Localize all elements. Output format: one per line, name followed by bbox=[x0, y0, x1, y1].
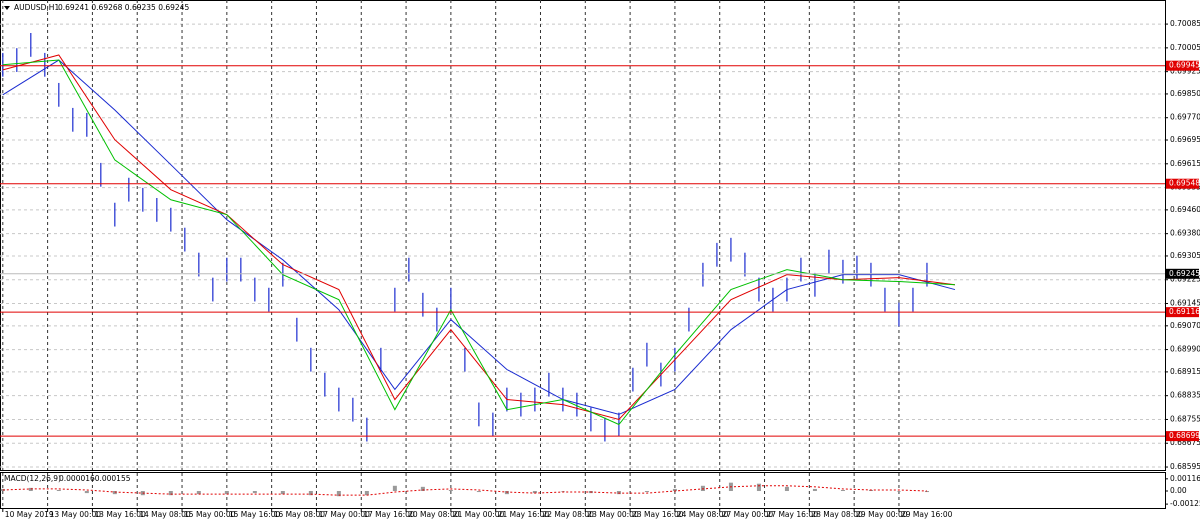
moving-average bbox=[2, 59, 956, 415]
y-tick-label: 0.68835 bbox=[1170, 391, 1200, 400]
macd-bar bbox=[840, 489, 845, 492]
last-price-label: 0.69245 bbox=[1169, 269, 1200, 278]
x-tick-label: 29 May 16:00 bbox=[901, 510, 953, 519]
level-label: 0.69548 bbox=[1169, 179, 1200, 188]
level-label: 0.69945 bbox=[1169, 61, 1200, 70]
level-tag bbox=[1166, 178, 1199, 189]
macd-bar bbox=[504, 491, 509, 495]
macd-bar bbox=[532, 491, 537, 494]
macd-pane bbox=[0, 472, 1166, 509]
x-tick-label: 23 May 00:00 bbox=[587, 510, 639, 519]
x-tick-label: 27 May 00:00 bbox=[722, 510, 774, 519]
y-tick-label: 0.68755 bbox=[1170, 414, 1200, 423]
x-tick-label: 22 May 08:00 bbox=[542, 510, 594, 519]
macd-bar bbox=[672, 488, 677, 492]
y-tick-label: 0.69925 bbox=[1170, 67, 1200, 76]
x-tick-label: 15 May 16:00 bbox=[229, 510, 281, 519]
x-tick-label: 28 May 08:00 bbox=[811, 510, 863, 519]
y-tick-label: -0.001255 bbox=[1170, 499, 1200, 508]
macd-title: MACD(12,26,9) bbox=[4, 474, 61, 483]
macd-bar bbox=[224, 491, 229, 495]
y-tick-label: 0.69070 bbox=[1170, 321, 1200, 330]
macd-bar bbox=[84, 491, 89, 494]
macd-bar bbox=[476, 491, 481, 493]
y-tick-label: 0.69380 bbox=[1170, 229, 1200, 238]
macd-signal: -0.000155 bbox=[92, 474, 131, 483]
last-price-tag bbox=[1166, 268, 1199, 279]
y-tick-label: 0.69770 bbox=[1170, 113, 1200, 122]
macd-bar bbox=[364, 491, 369, 496]
y-tick-label: 0.68675 bbox=[1170, 438, 1200, 447]
level-label: 0.69116 bbox=[1169, 307, 1200, 316]
x-tick-label: 23 May 16:00 bbox=[632, 510, 684, 519]
y-tick-label: 0.68915 bbox=[1170, 367, 1200, 376]
y-tick-label: 0.69225 bbox=[1170, 275, 1200, 284]
macd-bar bbox=[644, 491, 649, 493]
macd-bar bbox=[560, 491, 565, 492]
x-tick-label: 17 May 16:00 bbox=[363, 510, 415, 519]
x-tick-label: 27 May 16:00 bbox=[767, 510, 819, 519]
macd-bar bbox=[448, 489, 453, 492]
macd-bar bbox=[280, 491, 285, 495]
y-tick-label: 0.69305 bbox=[1170, 251, 1200, 260]
quote: 0.69241 0.69268 0.69235 0.69245 bbox=[58, 3, 189, 12]
moving-average bbox=[2, 59, 955, 426]
macd-bar bbox=[28, 487, 33, 492]
x-tick-label: 16 May 08:00 bbox=[274, 510, 326, 519]
x-tick-label: 29 May 00:00 bbox=[856, 510, 908, 519]
y-tick-label: 0.001167 bbox=[1170, 474, 1200, 483]
level-tag bbox=[1166, 431, 1199, 442]
x-tick-label: 14 May 08:00 bbox=[139, 510, 191, 519]
y-tick-label: 0.68990 bbox=[1170, 345, 1200, 354]
y-tick-label: 0.70085 bbox=[1170, 19, 1200, 28]
x-tick-label: 13 May 00:00 bbox=[50, 510, 102, 519]
moving-average bbox=[2, 54, 956, 421]
y-tick-label: 0.70005 bbox=[1170, 43, 1200, 52]
macd-bar bbox=[308, 491, 313, 496]
x-tick-label: 20 May 08:00 bbox=[408, 510, 460, 519]
x-tick-label: 21 May 00:00 bbox=[453, 510, 505, 519]
y-tick-label: 0.00 bbox=[1170, 486, 1187, 495]
menu-triangle[interactable] bbox=[4, 6, 10, 10]
macd-bar bbox=[868, 489, 873, 492]
main-pane bbox=[0, 0, 1166, 471]
level-tag bbox=[1166, 307, 1199, 318]
x-tick-label: 15 May 00:00 bbox=[184, 510, 236, 519]
macd-bar bbox=[420, 486, 425, 492]
macd-bar bbox=[784, 486, 789, 492]
symbol: AUDUSD,H1 bbox=[14, 3, 59, 12]
macd-bar bbox=[112, 491, 117, 495]
macd-main: 0.000016 bbox=[59, 474, 95, 483]
x-tick-label: 17 May 00:00 bbox=[318, 510, 370, 519]
y-tick-label: 0.69145 bbox=[1170, 299, 1200, 308]
x-tick-label: 21 May 16:00 bbox=[498, 510, 550, 519]
macd-bar bbox=[924, 491, 929, 493]
level-tag bbox=[1166, 60, 1199, 71]
macd-bar bbox=[896, 491, 901, 492]
y-tick-label: 0.68595 bbox=[1170, 462, 1200, 471]
x-tick-label: 24 May 08:00 bbox=[677, 510, 729, 519]
y-tick-label: 0.69615 bbox=[1170, 159, 1200, 168]
macd-bar bbox=[196, 491, 201, 495]
y-tick-label: 0.69460 bbox=[1170, 205, 1200, 214]
macd-bar bbox=[56, 489, 61, 492]
macd-bar bbox=[168, 491, 173, 496]
y-tick-label: 0.69695 bbox=[1170, 135, 1200, 144]
macd-bar bbox=[392, 485, 397, 492]
macd-bar bbox=[616, 491, 621, 495]
macd-bar bbox=[812, 488, 817, 492]
y-tick-label: 0.69850 bbox=[1170, 89, 1200, 98]
macd-bar bbox=[336, 491, 341, 497]
macd-bar bbox=[252, 491, 257, 494]
macd-bar bbox=[756, 483, 761, 492]
macd-bar bbox=[700, 485, 705, 492]
x-tick-label: 10 May 2019 bbox=[5, 510, 54, 519]
x-tick-label: 13 May 16:00 bbox=[94, 510, 146, 519]
level-label: 0.68699 bbox=[1169, 431, 1200, 440]
